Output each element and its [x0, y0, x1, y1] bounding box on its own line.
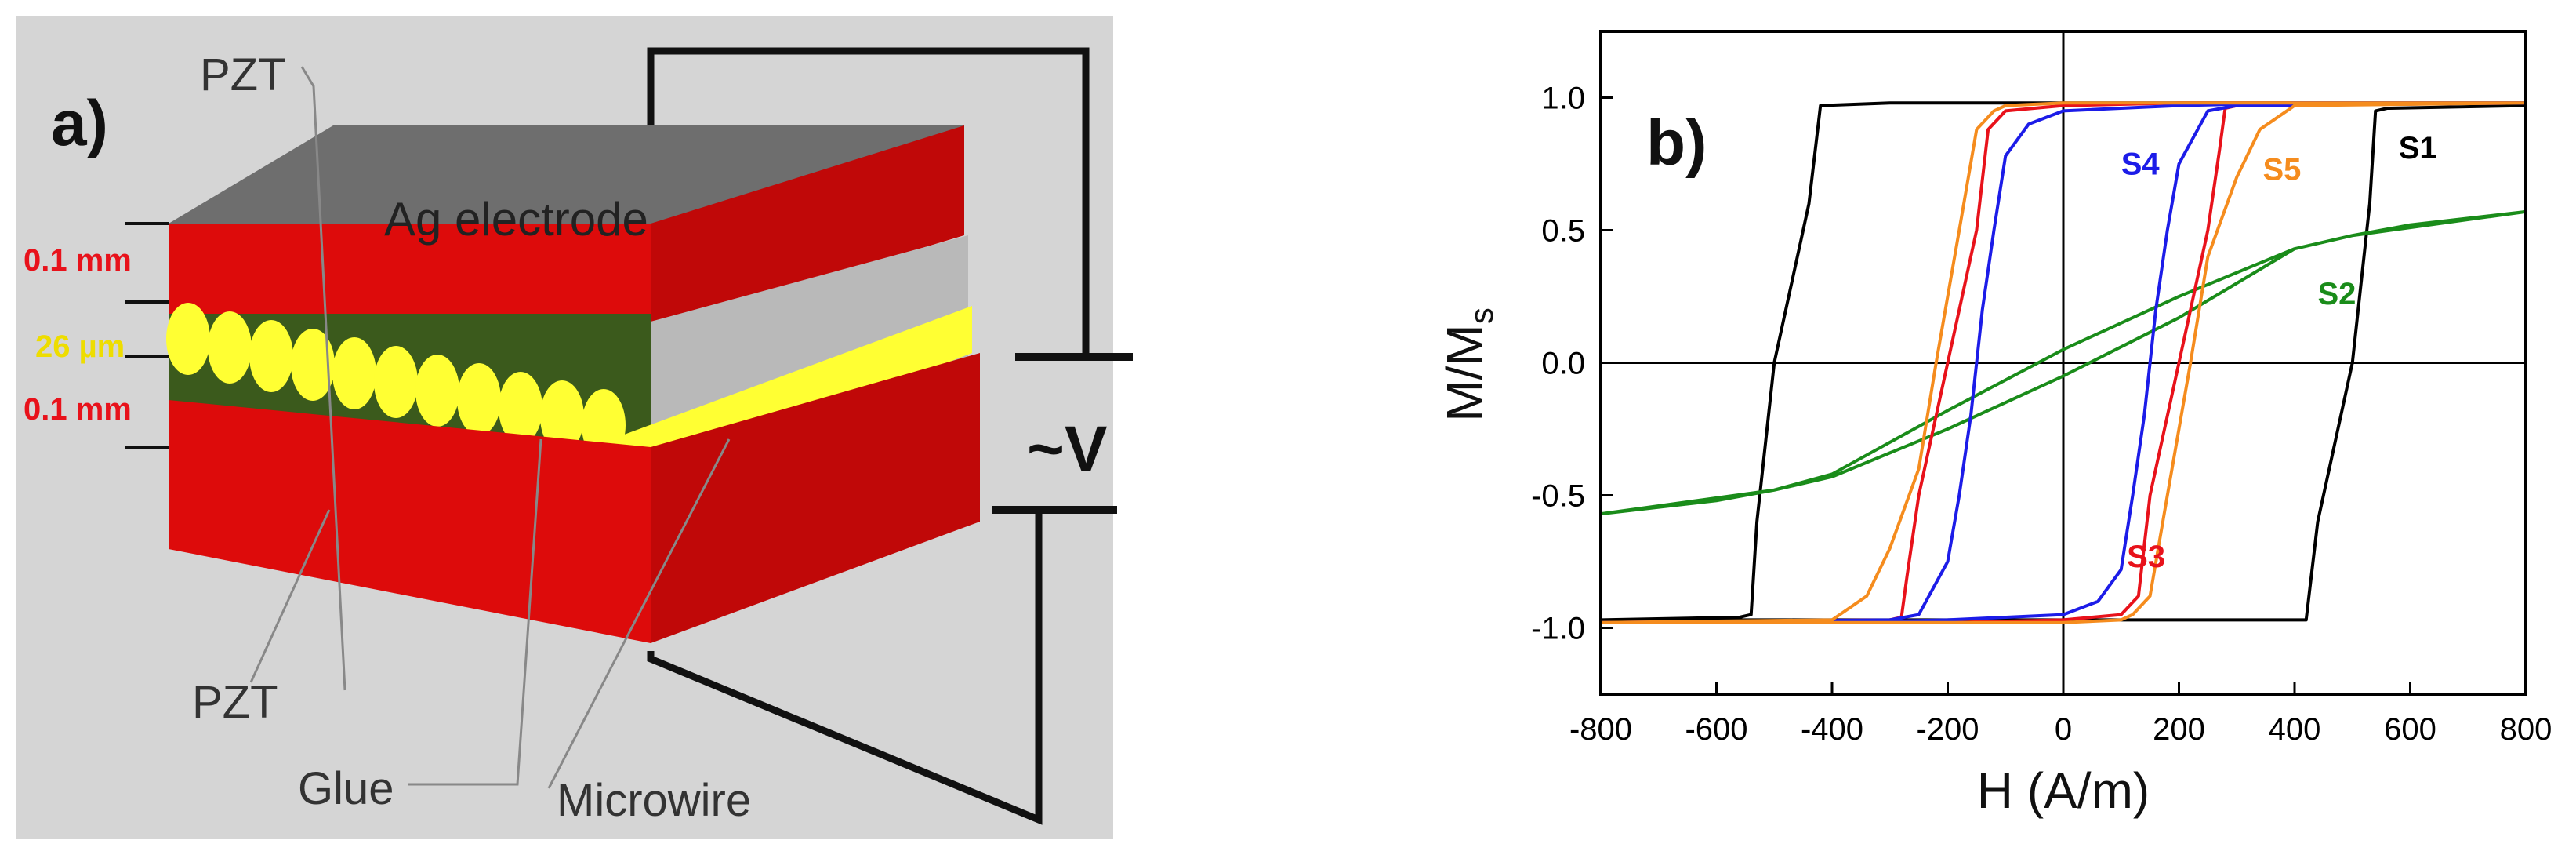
series-label-s1: S1 [2399, 131, 2437, 165]
x-tick-label: 200 [2153, 712, 2205, 747]
x-tick-label: -600 [1685, 712, 1747, 747]
microwire-circle [540, 380, 584, 453]
x-tick-label: 800 [2500, 712, 2552, 747]
microwire-circle [332, 337, 376, 409]
thickness-top-label: 0.1 mm [24, 243, 132, 278]
thickness-ticks [125, 222, 169, 449]
series-label-s5: S5 [2262, 152, 2301, 187]
electrode-label: Ag electrode [384, 193, 648, 246]
thickness-bottom-label: 0.1 mm [24, 392, 132, 427]
microwire-circle [374, 346, 418, 418]
x-tick-label: -200 [1916, 712, 1979, 747]
pzt-bottom-side [651, 353, 980, 643]
microwire-circle [499, 372, 542, 444]
x-tick-label: 600 [2384, 712, 2436, 747]
x-tick-label: -400 [1801, 712, 1863, 747]
y-axis-title-sub: s [1463, 307, 1500, 324]
microwire-circle [457, 363, 501, 435]
x-tick-label: -800 [1569, 712, 1632, 747]
thickness-mid-label: 26 µm [35, 329, 125, 364]
series-label-s2: S2 [2318, 277, 2356, 311]
microwire-cross-sections [166, 303, 626, 461]
x-tick-label: 400 [2269, 712, 2321, 747]
top-pzt-label: PZT [200, 49, 286, 100]
y-axis-title: M/Ms [1436, 307, 1500, 421]
pzt-top-side [651, 125, 964, 329]
hysteresis-chart: -800 -600 -400 -200 0 200 400 600 800 -1.0 -0.5 0.0… [1436, 30, 2552, 819]
microwire-circle [249, 320, 293, 392]
y-tick-label: 0.5 [1541, 214, 1585, 249]
x-axis-title: H (A/m) [1977, 762, 2150, 819]
schematic-svg: a) PZT Ag electrode PZT Glue Microwire ~… [16, 16, 1133, 839]
microwire-circle [415, 355, 459, 427]
glue-label: Glue [298, 763, 394, 814]
bottom-pzt-label: PZT [192, 677, 278, 728]
voltage-label: ~V [1027, 413, 1108, 485]
lower-circuit-wire [647, 510, 1043, 825]
panel-b-chart: -800 -600 -400 -200 0 200 400 600 800 -1.0 -0.5 0.0… [1395, 0, 2576, 862]
panel-a-schematic: a) PZT Ag electrode PZT Glue Microwire ~… [16, 16, 1133, 839]
series-label-s4: S4 [2121, 147, 2161, 182]
microwire-circle [166, 303, 210, 375]
plot-frame [1599, 30, 2527, 696]
upper-circuit-wire [647, 47, 1090, 357]
y-tick-label: 1.0 [1541, 82, 1585, 116]
y-tick-label: -1.0 [1531, 612, 1585, 646]
microwire-label: Microwire [557, 775, 751, 826]
svg-text:M/Ms: M/Ms [1436, 307, 1500, 421]
microwire-circle [208, 311, 252, 384]
microwire-circle [291, 329, 335, 401]
pzt-top-front [169, 224, 651, 329]
y-axis-title-main: M/M [1436, 324, 1493, 421]
y-tick-label: -0.5 [1531, 479, 1585, 514]
panel-a-label: a) [51, 88, 108, 159]
panel-b-label: b) [1646, 107, 1707, 179]
x-tick-label: 0 [2055, 712, 2072, 747]
y-tick-label: 0.0 [1541, 347, 1585, 381]
leader-lines [249, 66, 731, 789]
series-label-s3: S3 [2127, 540, 2165, 574]
